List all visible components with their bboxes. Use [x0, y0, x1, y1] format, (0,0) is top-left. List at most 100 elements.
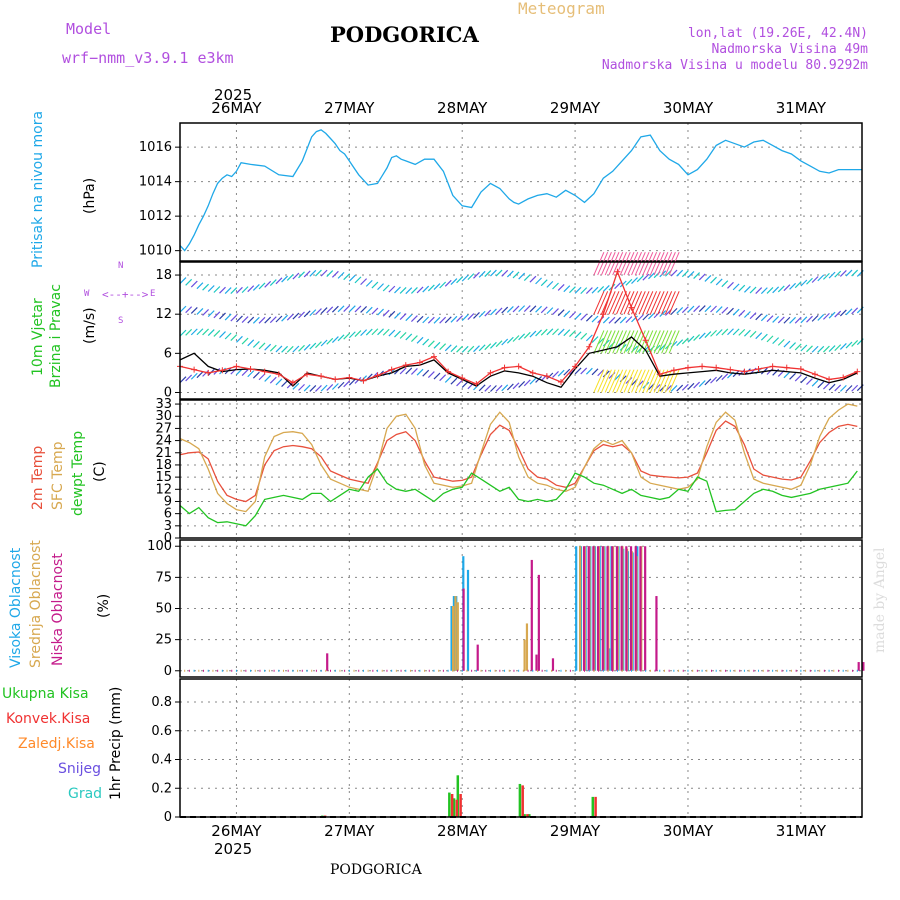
wind-barb-strong: [593, 252, 605, 276]
wind-barb: [834, 384, 842, 392]
wind-barb: [811, 314, 819, 322]
wind-barb-strong: [638, 252, 650, 276]
model-name: wrf−nmm_v3.9.1 e3km: [62, 49, 234, 67]
bar-konvek-kisa: [455, 799, 459, 817]
bar-srednja-oblacnost: [523, 639, 526, 671]
wind-barb: [631, 315, 638, 323]
wind-barb: [478, 270, 486, 278]
wind-barb: [546, 307, 554, 315]
wind-barb: [252, 341, 260, 348]
wind-barb: [490, 308, 497, 316]
wind-barb: [557, 309, 565, 317]
bar-niska-oblacnost: [462, 588, 465, 671]
wind-barb-strong: [612, 330, 624, 354]
wind-barb: [399, 313, 407, 321]
wind-barb: [676, 339, 684, 347]
gust-point: [219, 367, 226, 374]
wind-barb: [315, 269, 322, 277]
wind-barb: [563, 285, 571, 293]
wind-barb: [450, 345, 458, 353]
bar-niska-oblacnost: [639, 546, 642, 671]
wind-barb: [772, 286, 780, 294]
wind-barb: [196, 328, 204, 336]
wind-barb-strong: [600, 252, 612, 276]
bar-niska-oblacnost: [326, 653, 329, 671]
gust-point: [783, 364, 790, 371]
wind-barb: [506, 270, 514, 278]
wind-barb: [642, 273, 650, 281]
wind-barb: [755, 287, 763, 294]
wind-barb: [839, 343, 847, 350]
wind-barb: [563, 329, 571, 337]
wind-barb: [755, 313, 763, 321]
wind-barb: [348, 274, 356, 282]
wind-barb: [591, 286, 599, 294]
wind-barb: [693, 272, 701, 279]
bar-niska-oblacnost: [634, 546, 637, 671]
wind-barb: [535, 329, 543, 337]
footer-city: PODGORICA: [330, 862, 422, 878]
wind-barb: [450, 377, 458, 385]
wind-barb: [687, 382, 695, 390]
gust-point: [713, 364, 720, 371]
wind-barb: [467, 273, 475, 281]
wind-barb: [789, 316, 796, 324]
wind-barb: [292, 345, 300, 353]
wind-barb-strong: [668, 291, 680, 315]
wind-barb-strong: [627, 330, 639, 354]
day-label: 26MAY: [211, 99, 262, 117]
bar-ukupna-kisa: [591, 796, 595, 817]
wind-barb: [518, 380, 526, 388]
wind-barb: [416, 286, 424, 294]
wind-barb: [591, 336, 599, 344]
wind-barb: [653, 311, 661, 319]
y-tick-label: 0: [164, 385, 172, 400]
gust-point: [854, 368, 861, 375]
wind-barb-strong: [653, 252, 665, 276]
wind-barb: [382, 284, 390, 292]
wind-barb: [557, 284, 565, 291]
wind-barb: [281, 314, 289, 322]
wind-barb: [252, 371, 260, 379]
wind-barb: [687, 271, 695, 278]
wind-barb: [766, 335, 774, 343]
wind-barb: [450, 315, 458, 323]
wind-barb: [828, 345, 836, 352]
wind-barb: [326, 337, 334, 345]
wind-barb: [371, 307, 379, 315]
wind-barb-strong: [668, 252, 680, 276]
wind-barb: [394, 312, 401, 319]
wind-barb: [354, 305, 362, 313]
wind-barb: [275, 378, 283, 386]
wind-barb: [698, 273, 706, 281]
wind-barb: [552, 282, 559, 290]
wind-barb-strong: [612, 369, 624, 393]
wind-barb: [625, 278, 633, 286]
wind-barb: [710, 376, 717, 384]
wind-barb: [224, 313, 232, 321]
wind-barb-strong: [604, 252, 616, 276]
wind-barb: [585, 367, 593, 375]
wind-barb: [202, 283, 210, 291]
bar-ukupna-kisa: [448, 792, 451, 817]
wind-barb: [275, 345, 283, 353]
wind-barb: [506, 383, 514, 391]
wind-barb-strong: [657, 252, 669, 276]
lonlat-label: lon,lat (19.26E, 42.4N): [687, 26, 868, 41]
wind-barb: [738, 309, 746, 317]
wind-barb: [839, 384, 847, 392]
gust-point: [769, 363, 776, 370]
gust-point: [318, 373, 325, 380]
y-tick-label: 12: [155, 307, 172, 322]
bar-niska-oblacnost: [537, 574, 540, 671]
wind-barb: [608, 316, 616, 324]
wind-barb: [574, 286, 582, 294]
wind-barb-strong: [646, 291, 658, 315]
wind-barb: [241, 286, 249, 294]
wind-barb: [851, 269, 859, 277]
wind-barb: [331, 383, 339, 390]
y-tick-label: 33: [155, 397, 172, 412]
wind-barb: [473, 312, 480, 319]
wind-barb-strong: [661, 330, 673, 354]
wind-barb: [614, 373, 622, 381]
